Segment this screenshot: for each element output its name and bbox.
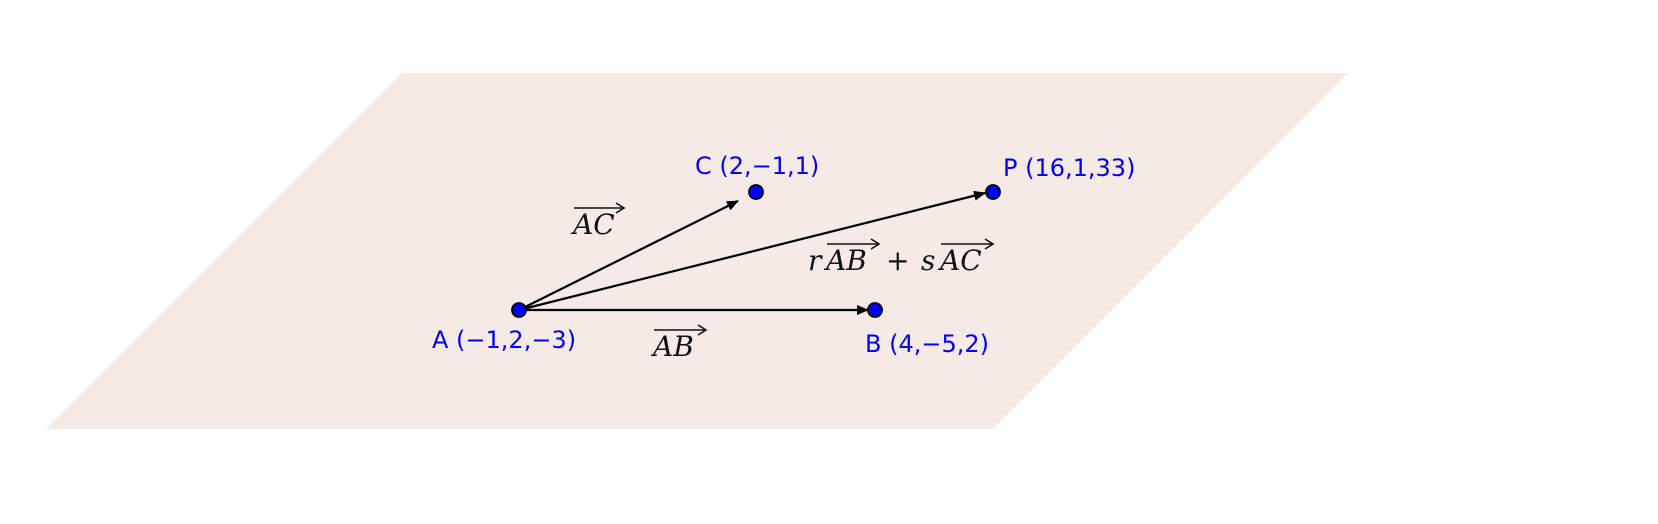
plane [46,73,1348,429]
point-b[interactable] [867,302,883,318]
vector-ap-ac-overline-tip [984,238,995,250]
point-c[interactable] [748,184,764,200]
vector-ab-label: AB [650,324,708,363]
vector-ap-arrow [518,190,986,312]
vector-ap-label: r AB + s AC [808,238,995,277]
point-a[interactable] [511,302,527,318]
vector-ap-coef-r: r [808,244,823,277]
point-p-label: P (16,1,33) [1003,154,1135,182]
vector-ap-coef-s: s [921,244,935,277]
vector-ap-ab-overline-tip [870,238,881,250]
point-c-label: C (2,−1,1) [695,152,819,180]
point-b-label: B (4,−5,2) [865,330,989,358]
vector-ap-plus: + [886,244,909,277]
vector-ac-arrow [518,200,739,311]
point-a-label: A (−1,2,−3) [432,326,576,354]
vector-ac-name: AC [570,208,615,241]
vector-ab-name: AB [650,330,694,363]
vector-ac-overline-tip [615,202,626,214]
point-p[interactable] [985,184,1001,200]
vector-ap-ac: AC [937,244,982,277]
vector-ap-ab: AB [823,244,867,277]
vector-ac-label: AC [570,202,626,241]
vector-ab-overline-tip [697,324,708,336]
